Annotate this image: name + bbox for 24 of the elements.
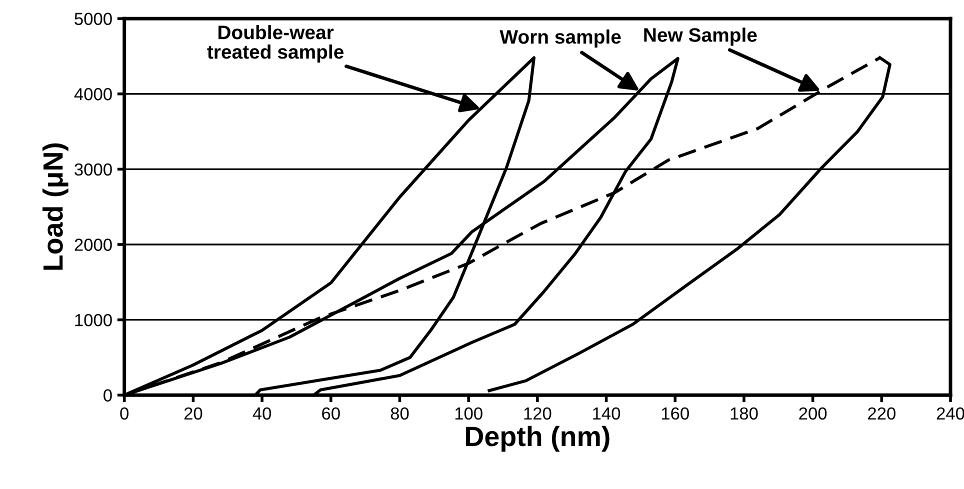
annotation: Double-wear treated sample bbox=[207, 24, 344, 63]
x-tick-label: 60 bbox=[322, 407, 340, 420]
y-tick-label: 0 bbox=[104, 389, 112, 402]
x-tick-label: 40 bbox=[252, 407, 272, 420]
x-tick-label: 220 bbox=[868, 407, 896, 420]
y-axis-title: Load (μN) bbox=[42, 143, 68, 270]
x-tick-label: 240 bbox=[936, 407, 964, 420]
x-tick-label: 140 bbox=[593, 407, 620, 420]
y-tick-label: 1000 bbox=[75, 314, 112, 326]
x-tick-label: 160 bbox=[662, 407, 689, 420]
x-tick-label: 100 bbox=[455, 407, 482, 420]
y-tick-label: 3000 bbox=[74, 163, 112, 176]
x-tick-label: 0 bbox=[120, 407, 129, 420]
x-tick-label: 180 bbox=[730, 407, 758, 420]
y-tick-label: 4000 bbox=[74, 88, 112, 100]
x-tick-label: 120 bbox=[524, 407, 552, 420]
x-tick-label: 200 bbox=[799, 407, 827, 420]
y-tick-label: 5000 bbox=[74, 12, 112, 26]
y-tick-label: 2000 bbox=[74, 238, 112, 251]
x-tick-label: 80 bbox=[390, 407, 409, 420]
annotation: New Sample bbox=[644, 28, 757, 46]
annotation: Worn sample bbox=[500, 29, 621, 48]
x-tick-label: 20 bbox=[184, 407, 202, 420]
x-axis-title: Depth (nm) bbox=[466, 426, 610, 452]
